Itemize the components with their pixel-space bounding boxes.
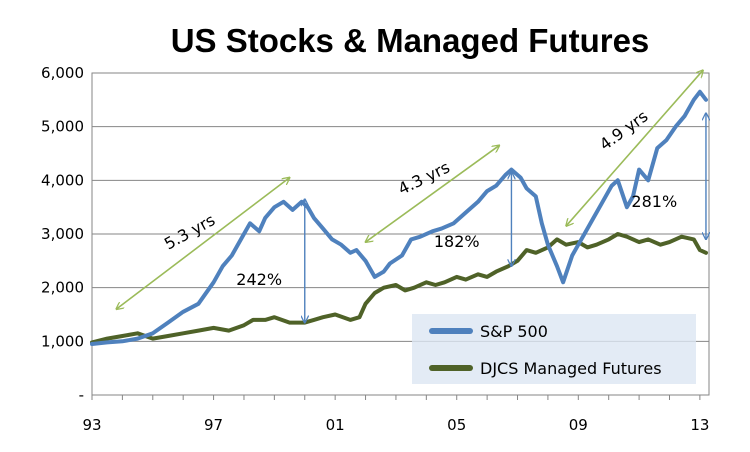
duration-arrow-1 — [366, 145, 500, 242]
gap-label-5: 281% — [631, 192, 677, 211]
legend-label-djcs-managed-futures: DJCS Managed Futures — [480, 359, 662, 378]
chart-title: US Stocks & Managed Futures — [171, 22, 650, 59]
y-tick-label-1: 1,000 — [41, 332, 84, 350]
series-line-djcs-managed-futures — [90, 232, 708, 345]
gap-label-4: 182% — [434, 232, 480, 251]
x-tick-label-0: 93 — [82, 416, 101, 434]
legend-label-sp500: S&P 500 — [480, 322, 548, 341]
legend-box — [412, 314, 696, 384]
y-tick-label-2: 2,000 — [41, 279, 84, 297]
x-tick-label-1: 97 — [204, 416, 223, 434]
y-tick-label-6: 6,000 — [41, 64, 84, 82]
y-tick-label-4: 4,000 — [41, 171, 84, 189]
x-tick-label-4: 09 — [569, 416, 588, 434]
y-tick-label-3: 3,000 — [41, 225, 84, 243]
duration-arrow-2 — [566, 70, 703, 226]
y-axis-tick-labels: - 1,000 2,000 3,000 4,000 5,000 6,000 — [41, 64, 84, 404]
x-tick-label-3: 05 — [447, 416, 466, 434]
y-tick-label-5: 5,000 — [41, 118, 84, 136]
x-tick-label-5: 13 — [690, 416, 709, 434]
x-tick-label-2: 01 — [326, 416, 345, 434]
legend: S&P 500 DJCS Managed Futures — [412, 314, 696, 384]
y-tick-label-0: - — [79, 386, 84, 404]
x-axis-ticks: 93 97 01 05 09 13 — [82, 395, 709, 434]
gap-label-3: 242% — [236, 270, 282, 289]
duration-arrow-0 — [116, 178, 289, 309]
